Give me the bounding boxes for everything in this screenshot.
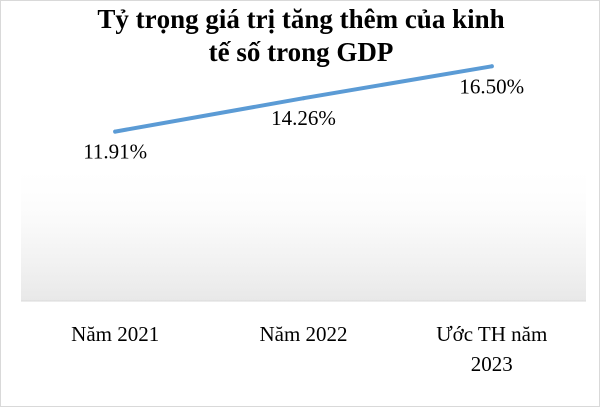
data-label: 11.91%: [83, 140, 147, 164]
data-label: 16.50%: [459, 74, 524, 98]
chart-title-line-1: Tỷ trọng giá trị tăng thêm của kinh: [97, 4, 505, 34]
data-label-layer: 11.91% 14.26% 16.50%: [83, 74, 524, 163]
chart-title: Tỷ trọng giá trị tăng thêm của kinh tế s…: [1, 3, 600, 69]
x-tick-label: Năm 2022: [259, 322, 347, 346]
chart-title-line-2: tế số trong GDP: [208, 37, 394, 67]
series-layer: [113, 64, 494, 134]
data-label: 14.26%: [271, 106, 336, 130]
data-point: [301, 96, 306, 101]
plot-background: [21, 160, 586, 301]
x-tick-label: Năm 2021: [71, 322, 159, 346]
x-tick-layer: Năm 2021 Năm 2022 Ước TH năm 2023: [71, 322, 547, 376]
x-tick-label: Ước TH năm 2023: [436, 322, 547, 376]
data-point: [489, 64, 494, 69]
data-point: [113, 129, 118, 134]
